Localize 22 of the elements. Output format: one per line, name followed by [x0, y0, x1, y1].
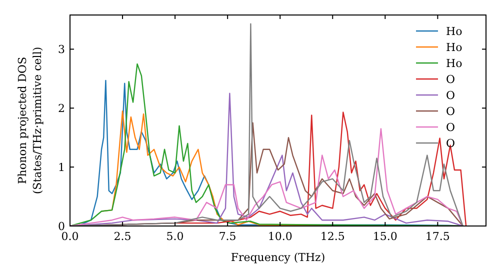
legend-label: Ho	[446, 41, 463, 54]
y-tick-label: 0	[58, 220, 65, 233]
x-tick-label: 7.5	[218, 230, 236, 243]
y-axis-title: Phonon projected DOS (States/THz·primitive cell)	[16, 46, 44, 194]
legend-label: Ho	[446, 57, 463, 70]
y-tick-label: 2	[58, 102, 65, 116]
x-tick-label: 0.0	[61, 230, 79, 243]
legend-label: Ho	[446, 25, 463, 38]
x-axis-title: Frequency (THz)	[230, 251, 326, 264]
x-tick-label: 15.0	[372, 230, 398, 243]
legend-label: O	[446, 89, 456, 102]
x-tick-label: 12.5	[320, 230, 345, 243]
y-tick-label: 1	[58, 161, 65, 174]
y-tick-label: 3	[58, 43, 65, 56]
legend-label: O	[446, 137, 456, 150]
legend-label: O	[446, 73, 456, 86]
x-tick-label: 5.0	[166, 230, 184, 243]
x-tick-label: 10.0	[268, 230, 292, 243]
x-tick-label: 17.5	[425, 230, 450, 243]
x-tick-label: 2.5	[114, 230, 132, 243]
legend-label: O	[446, 105, 456, 118]
legend-label: O	[446, 121, 456, 134]
